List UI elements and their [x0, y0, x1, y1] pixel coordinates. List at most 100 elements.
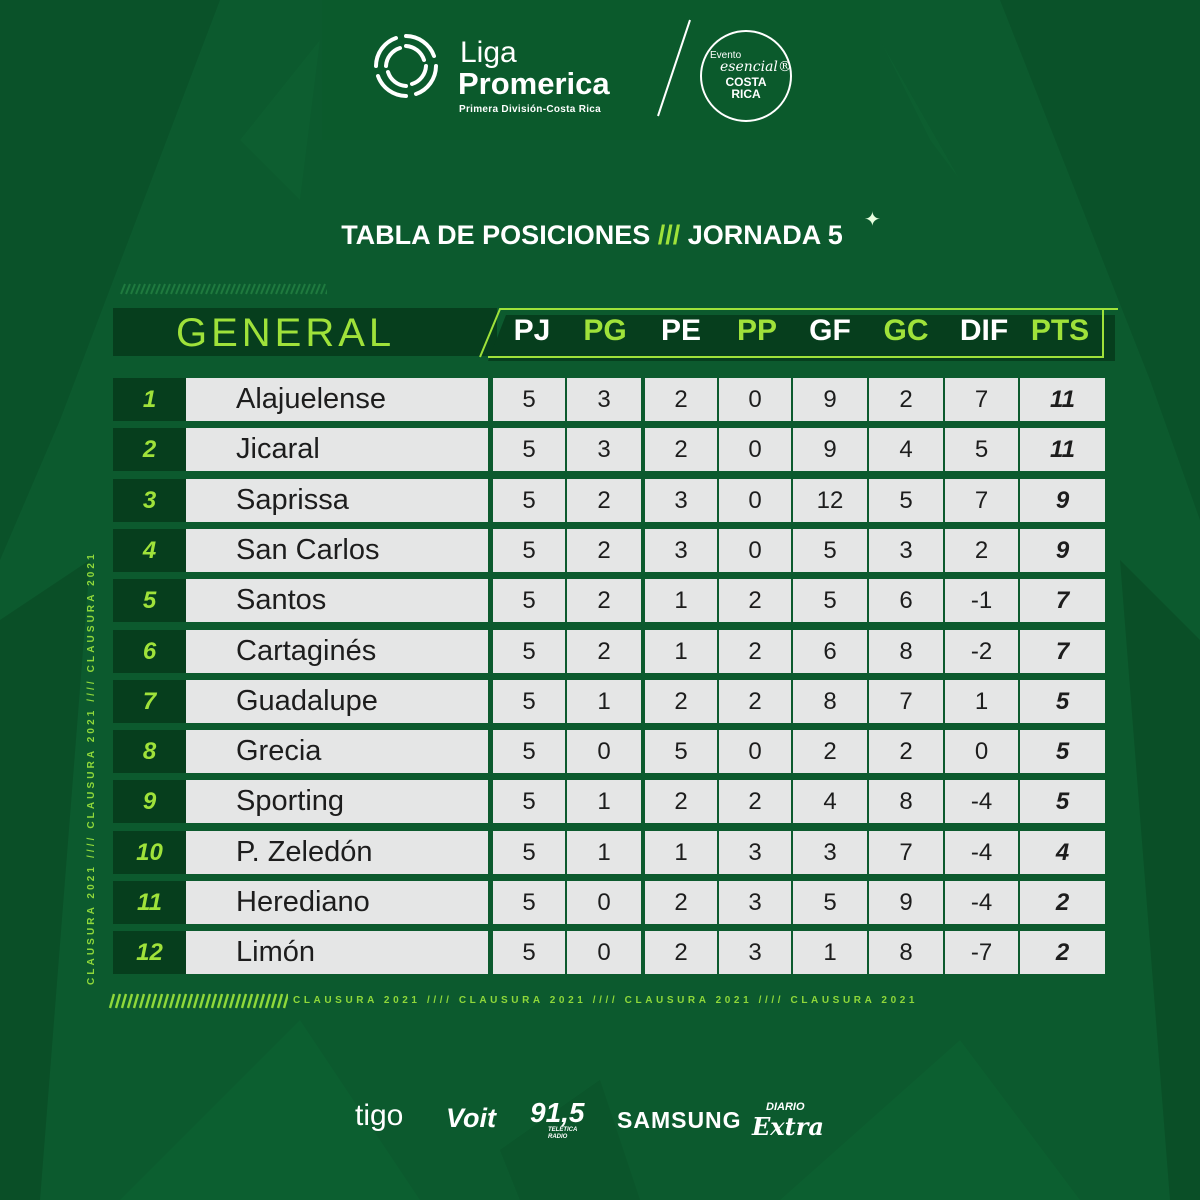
- table-row: 1 Alajuelense 5 3 2 0 9 2 7 11: [113, 378, 1105, 421]
- stat-cell-gf: 9: [793, 428, 867, 472]
- standings-table: 1 Alajuelense 5 3 2 0 9 2 7 11 2 Jicaral 5 3 2 0 9 4 5 11 3 S…: [113, 378, 1105, 977]
- stat-cell-pg: 3: [567, 428, 641, 472]
- table-row: 6 Cartaginés 5 2 1 2 6 8 -2 7: [113, 629, 1105, 673]
- stat-cell-pts: 5: [1020, 780, 1105, 824]
- general-label: GENERAL: [176, 311, 396, 355]
- column-header-pj: PJ: [513, 314, 551, 347]
- stat-cell-gc: 4: [869, 428, 943, 472]
- hatch-stripe: [282, 993, 288, 1009]
- stat-cell-pe: 2: [645, 428, 717, 472]
- radio-name-logo: TELETICA RADIO: [548, 1127, 578, 1140]
- stat-cell-gc: 3: [869, 528, 943, 572]
- divider-slash: [657, 19, 691, 117]
- stat-cell-dif: -7: [945, 931, 1018, 975]
- stat-cell-pts: 4: [1020, 830, 1105, 874]
- stat-cell-gc: 6: [869, 579, 943, 623]
- position-cell: 5: [113, 579, 186, 623]
- hatch-stripe: [246, 993, 254, 1009]
- stat-cell-pts: 11: [1020, 378, 1105, 421]
- stat-cell-pe: 3: [645, 478, 717, 522]
- stat-cell-gf: 4: [793, 780, 867, 824]
- table-row: 7 Guadalupe 5 1 2 2 8 7 1 5: [113, 679, 1105, 723]
- samsung-logo: SAMSUNG: [617, 1107, 742, 1133]
- hatch-stripe: [144, 993, 152, 1009]
- radio-frequency-logo: 91,5: [530, 1097, 585, 1128]
- stat-cell-pp: 0: [719, 478, 791, 522]
- hatch-stripe: [270, 993, 278, 1009]
- brand-subtitle: Primera División-Costa Rica: [459, 104, 602, 115]
- hatch-stripe: [240, 993, 248, 1009]
- stat-cell-pj: 5: [493, 478, 565, 522]
- team-name-cell: Saprissa: [186, 478, 488, 522]
- stat-cell-gf: 9: [793, 378, 867, 421]
- hatch-stripe: [210, 993, 218, 1009]
- stat-cell-pj: 5: [493, 830, 565, 874]
- position-cell: 1: [113, 378, 186, 421]
- hatch-stripe: [156, 993, 164, 1009]
- position-cell: 3: [113, 478, 186, 522]
- stat-cell-pe: 2: [645, 679, 717, 723]
- stat-cell-pg: 1: [567, 679, 641, 723]
- stat-cell-pj: 5: [493, 629, 565, 673]
- table-row: 5 Santos 5 2 1 2 5 6 -1 7: [113, 579, 1105, 623]
- position-cell: 6: [113, 629, 186, 673]
- seal-line-3: COSTA: [725, 75, 767, 89]
- column-header-dif: DIF: [959, 314, 1009, 347]
- stat-cell-pe: 2: [645, 931, 717, 975]
- hatch-stripe: [258, 993, 266, 1009]
- stat-cell-gc: 2: [869, 378, 943, 421]
- position-cell: 9: [113, 780, 186, 824]
- hatch-stripe: [280, 283, 286, 295]
- stat-cell-dif: -4: [945, 780, 1018, 824]
- side-clausura-text: CLAUSURA 2021 //// CLAUSURA 2021 //// CL…: [86, 551, 97, 985]
- hatch-stripe: [180, 283, 186, 295]
- hatch-stripe: [190, 283, 196, 295]
- hatch-stripe: [290, 283, 296, 295]
- hatch-stripe: [108, 993, 116, 1009]
- stat-cell-pj: 5: [493, 780, 565, 824]
- hatch-stripe: [175, 283, 181, 295]
- stat-cell-gf: 5: [793, 579, 867, 623]
- hatch-decoration-top: [120, 283, 327, 295]
- table-row: 11 Herediano 5 0 2 3 5 9 -4 2: [113, 881, 1105, 924]
- stat-cell-gf: 2: [793, 730, 867, 774]
- hatch-stripe: [235, 283, 241, 295]
- stat-cell-pj: 5: [493, 378, 565, 421]
- stat-cell-pp: 2: [719, 780, 791, 824]
- table-row: 10 P. Zeledón 5 1 1 3 3 7 -4 4: [113, 830, 1105, 874]
- stat-cell-gc: 7: [869, 830, 943, 874]
- hatch-stripe: [205, 283, 211, 295]
- seal-line-4: RICA: [731, 87, 761, 101]
- sparkle-icon: ✦: [864, 207, 881, 231]
- team-name-cell: Santos: [186, 579, 488, 623]
- table-row: 4 San Carlos 5 2 3 0 5 3 2 9: [113, 528, 1105, 572]
- stat-cell-pg: 1: [567, 780, 641, 824]
- table-row: 3 Saprissa 5 2 3 0 12 5 7 9: [113, 478, 1105, 522]
- seal-line-1: Evento: [710, 50, 742, 61]
- diario-logo-top: DIARIO: [766, 1101, 805, 1113]
- evento-esencial-seal: Evento esencial® COSTA RICA: [700, 30, 792, 122]
- stat-cell-gf: 8: [793, 679, 867, 723]
- hatch-stripe: [310, 283, 316, 295]
- stat-cell-dif: -4: [945, 830, 1018, 874]
- column-header-pe: PE: [660, 314, 702, 347]
- stat-cell-dif: 2: [945, 528, 1018, 572]
- stat-cell-pts: 7: [1020, 629, 1105, 673]
- stat-cell-gc: 8: [869, 780, 943, 824]
- hatch-stripe: [230, 283, 236, 295]
- hatch-stripe: [222, 993, 230, 1009]
- stat-cell-pj: 5: [493, 579, 565, 623]
- stat-cell-dif: -2: [945, 629, 1018, 673]
- hatch-stripe: [125, 283, 131, 295]
- stat-cell-pp: 0: [719, 428, 791, 472]
- stat-cell-pg: 0: [567, 931, 641, 975]
- stat-cell-pp: 2: [719, 629, 791, 673]
- team-name-cell: Herediano: [186, 881, 488, 924]
- hatch-stripe: [216, 993, 224, 1009]
- bottom-clausura-text: CLAUSURA 2021 //// CLAUSURA 2021 //// CL…: [293, 995, 919, 1006]
- stat-cell-pts: 7: [1020, 579, 1105, 623]
- team-name-cell: Grecia: [186, 730, 488, 774]
- stat-cell-gf: 6: [793, 629, 867, 673]
- hatch-stripe: [325, 288, 327, 295]
- hatch-stripe: [150, 283, 156, 295]
